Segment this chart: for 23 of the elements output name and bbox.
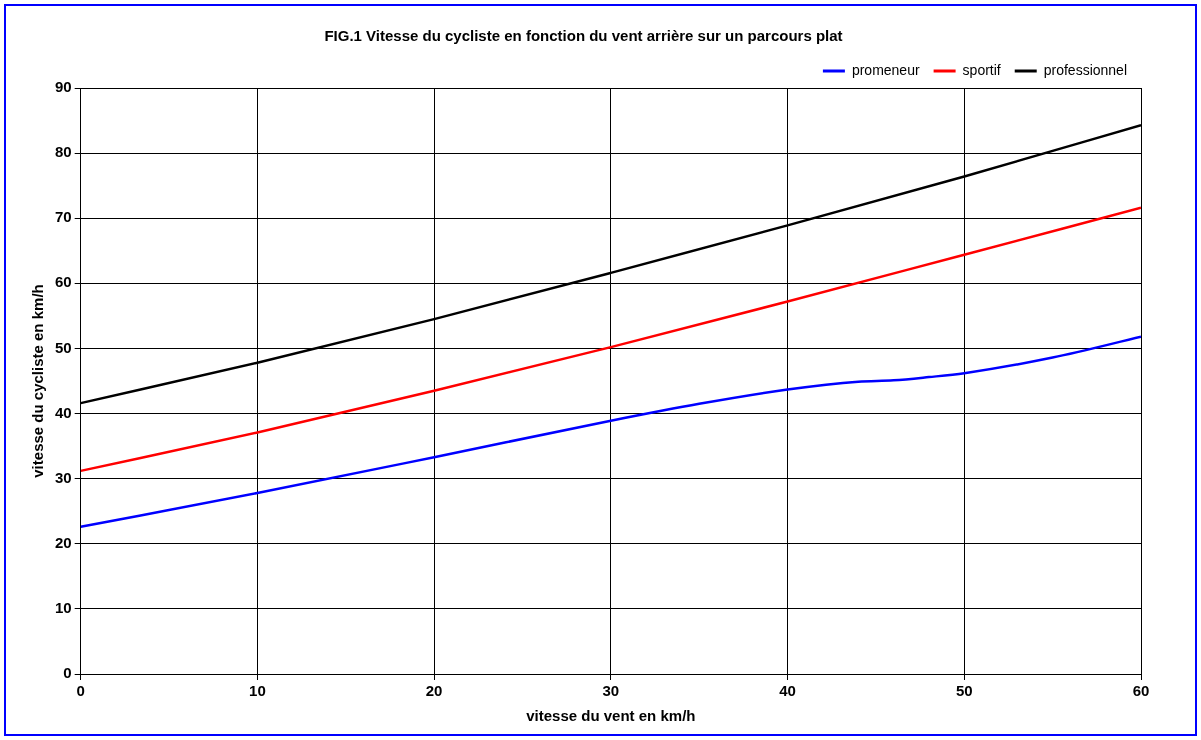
x-tick-label: 20 [425,682,443,700]
y-tick-label: 50 [55,338,72,356]
y-tick-label: 60 [55,273,72,291]
x-tick-label: 10 [249,682,266,700]
y-tick-label: 20 [55,533,72,551]
legend-label: promeneur [851,61,920,78]
x-tick-label: 30 [602,682,620,700]
x-tick-label: 0 [76,682,85,700]
y-tick-label: 80 [55,143,72,161]
legend-label: sportif [962,61,1001,78]
x-tick-label: 40 [779,682,796,700]
legend-label: professionnel [1043,61,1128,78]
y-tick-label: 70 [55,208,72,226]
y-tick-label: 0 [63,664,72,682]
x-tick-label: 60 [1132,682,1150,700]
y-tick-label: 90 [55,78,72,96]
y-tick-label: 10 [55,599,72,617]
y-tick-label: 30 [55,468,72,486]
chart-title: FIG.1 Vitesse du cycliste en fonction du vent arrière sur un parcours plat [324,27,843,45]
x-axis-title: vitesse du vent en km/h [526,707,696,725]
x-tick-label: 50 [955,682,973,700]
y-axis-title: vitesse du cycliste en km/h [29,284,47,478]
y-tick-label: 40 [55,403,72,421]
